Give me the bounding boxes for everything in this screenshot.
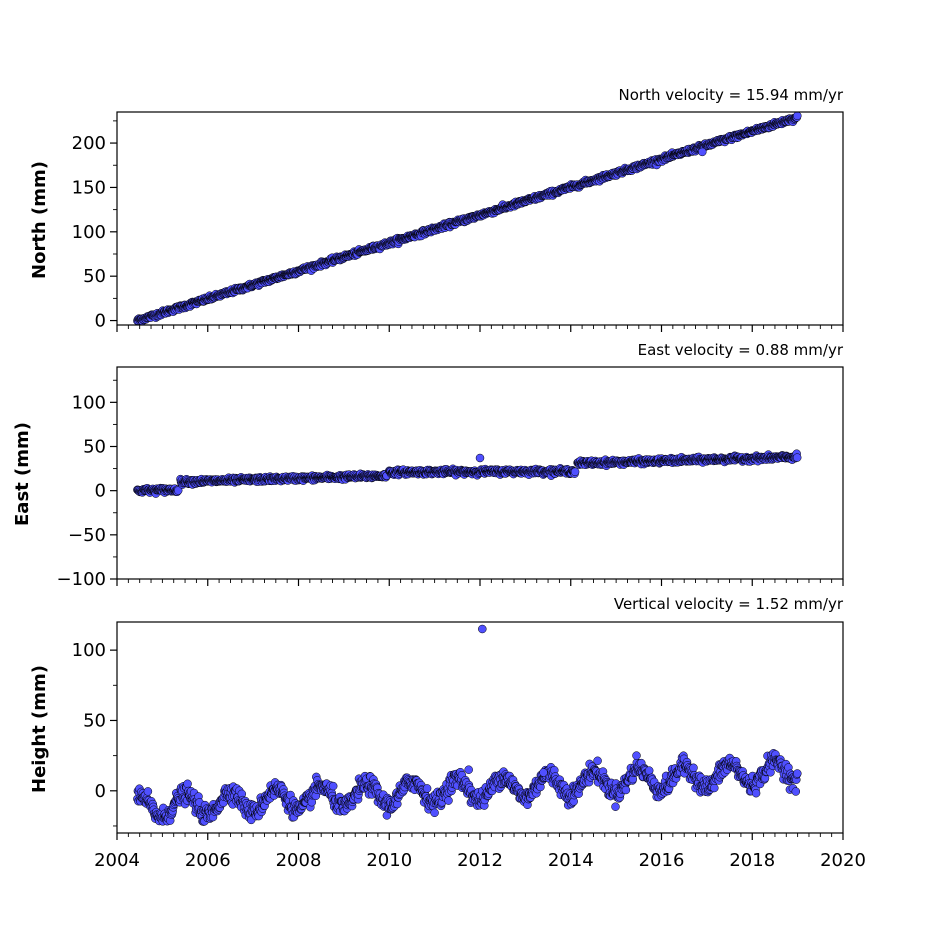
y-tick-label: 200 [72, 133, 106, 154]
data-point [570, 467, 580, 477]
y-tick-label: 0 [95, 481, 106, 502]
data-point [422, 784, 432, 793]
y-tick-label: 100 [72, 640, 106, 661]
data-point [143, 787, 153, 796]
x-tick-label: 2010 [366, 850, 412, 871]
data-point [793, 111, 802, 121]
data-point [791, 787, 801, 796]
data-point [710, 783, 719, 793]
data-point [793, 769, 802, 778]
x-tick-label: 2018 [729, 850, 775, 871]
data-point [698, 147, 707, 157]
data-point [621, 785, 631, 795]
y-tick-label: 0 [95, 781, 106, 802]
data-point [632, 751, 641, 760]
x-tick-label: 2006 [185, 850, 231, 871]
data-point [539, 768, 548, 777]
x-tick-label: 2014 [548, 850, 594, 871]
data-point [328, 781, 338, 791]
data-point [183, 779, 192, 789]
data-point [475, 453, 485, 463]
data-point [751, 788, 761, 798]
panel-title: North velocity = 15.94 mm/yr [619, 86, 844, 104]
y-tick-label: 50 [83, 710, 106, 731]
x-tick-label: 2020 [820, 850, 866, 871]
y-axis-label: North (mm) [29, 161, 50, 279]
data-point [478, 624, 487, 634]
data-point [611, 802, 620, 811]
y-tick-label: 0 [95, 311, 106, 332]
data-point [593, 756, 602, 766]
y-axis-label: Height (mm) [29, 665, 50, 793]
panel-title: Vertical velocity = 1.52 mm/yr [614, 595, 844, 613]
data-point [792, 453, 802, 462]
y-tick-label: 50 [83, 266, 106, 287]
data-point [444, 796, 453, 805]
x-tick-label: 2008 [276, 850, 322, 871]
data-point [689, 763, 698, 773]
y-tick-label: 100 [72, 392, 106, 413]
panel-title: East velocity = 0.88 mm/yr [638, 341, 844, 359]
panel-north: North velocity = 15.94 mm/yr North (mm) … [29, 86, 844, 332]
y-tick-label: −100 [57, 569, 106, 590]
y-tick-label: 100 [72, 222, 106, 243]
data-point [430, 808, 439, 818]
x-tick-label: 2012 [457, 850, 503, 871]
y-tick-label: 50 [83, 437, 106, 458]
x-tick-label: 2016 [639, 850, 685, 871]
y-tick-label: −50 [68, 525, 106, 546]
data-point [644, 766, 654, 775]
y-tick-label: 150 [72, 177, 106, 198]
y-axis-label: East (mm) [12, 422, 33, 526]
data-points [133, 111, 802, 326]
data-point [464, 765, 473, 774]
x-tick-label: 2004 [94, 850, 140, 871]
